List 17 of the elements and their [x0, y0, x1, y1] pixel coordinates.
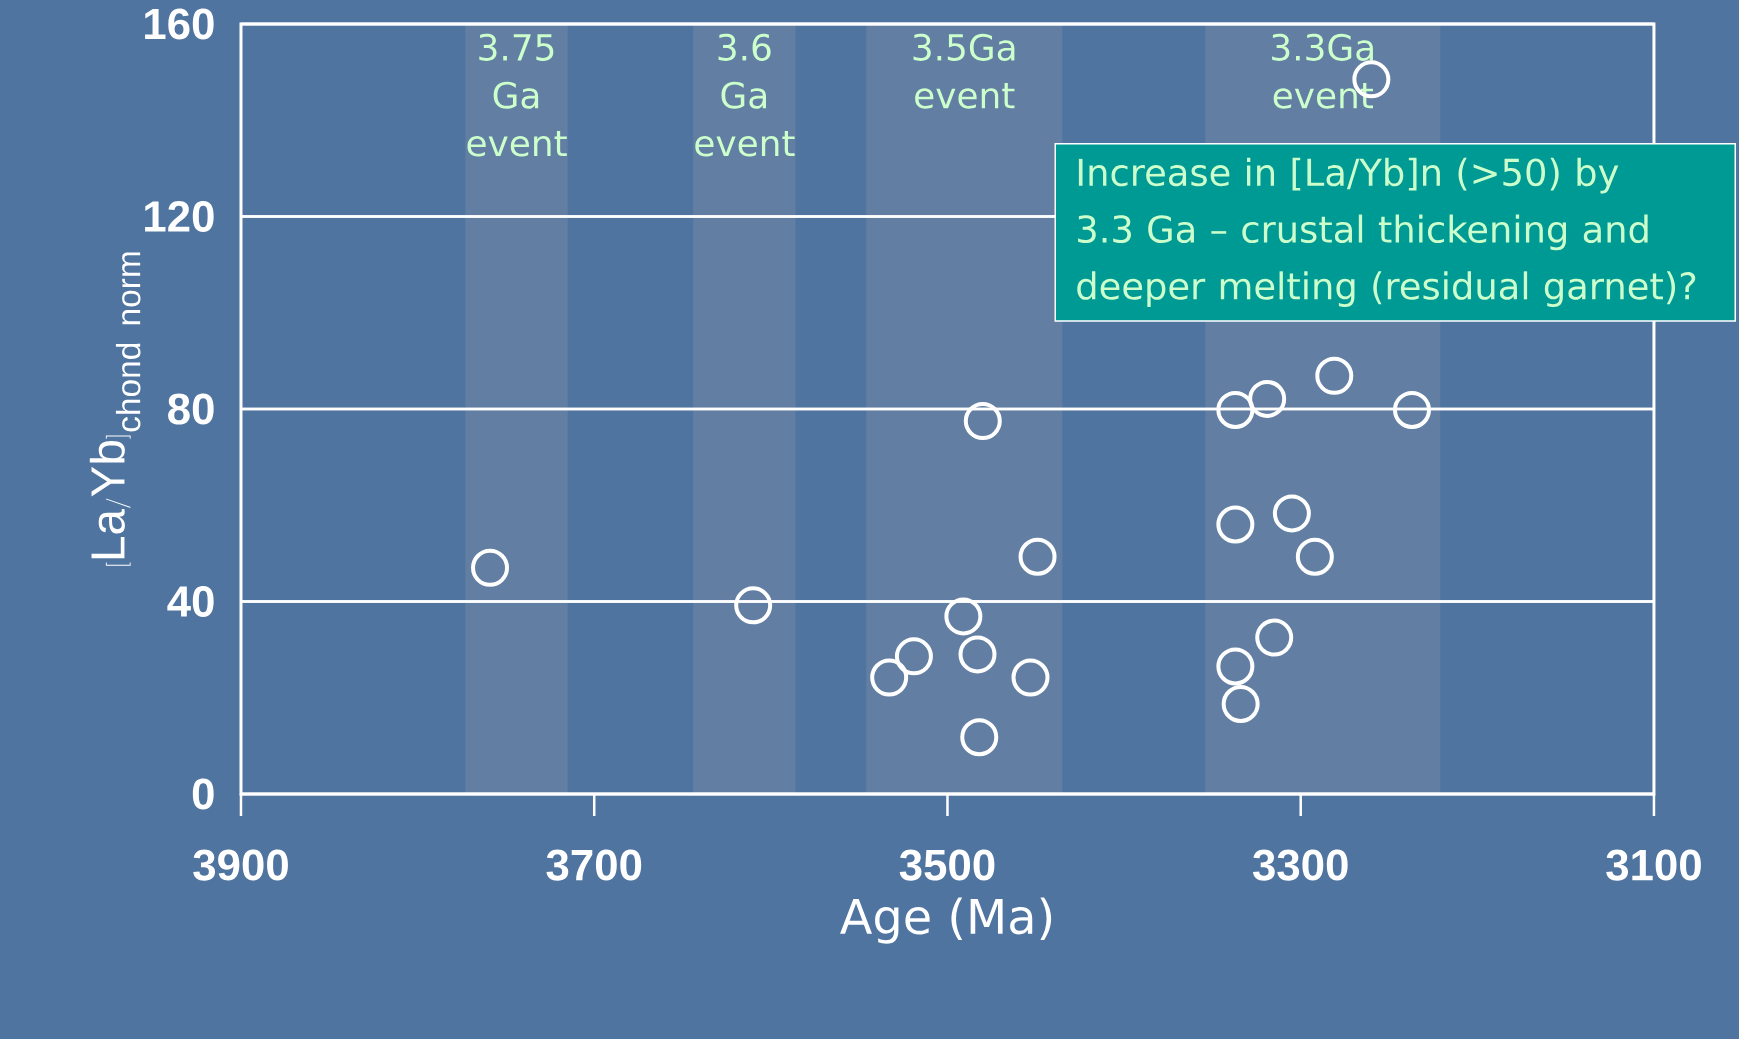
y-tick-label: 0 [192, 778, 214, 810]
x-axis-title: Age (Ma) [840, 897, 1052, 944]
x-tick-label: 3100 [1606, 849, 1701, 881]
y-tick-label: 80 [168, 393, 214, 425]
y-tick-label: 40 [167, 585, 214, 617]
y-tick-label: 120 [145, 200, 214, 232]
band-label: 3.6 Ga event [695, 33, 795, 157]
band-label: 3.75 Ga event [467, 33, 567, 157]
y-axis-title: $\mathrm{[La/Yb]}_{\mathrm{chond\ norm}}$ [89, 252, 141, 566]
x-tick-label: 3500 [899, 849, 995, 881]
x-tick-label: 3700 [546, 849, 642, 881]
band-label: 3.3Ga event [1272, 33, 1373, 109]
y-tick-label: 160 [145, 8, 214, 40]
x-tick-label: 3300 [1252, 849, 1348, 881]
x-tick-label: 3900 [193, 849, 288, 881]
annotation: Increase in [La/Yb]n (>50) by 3.3 Ga – crustal thickening and deeper melting (residual garnet)? [1077, 157, 1696, 307]
band-label: 3.5Ga event [913, 33, 1015, 109]
